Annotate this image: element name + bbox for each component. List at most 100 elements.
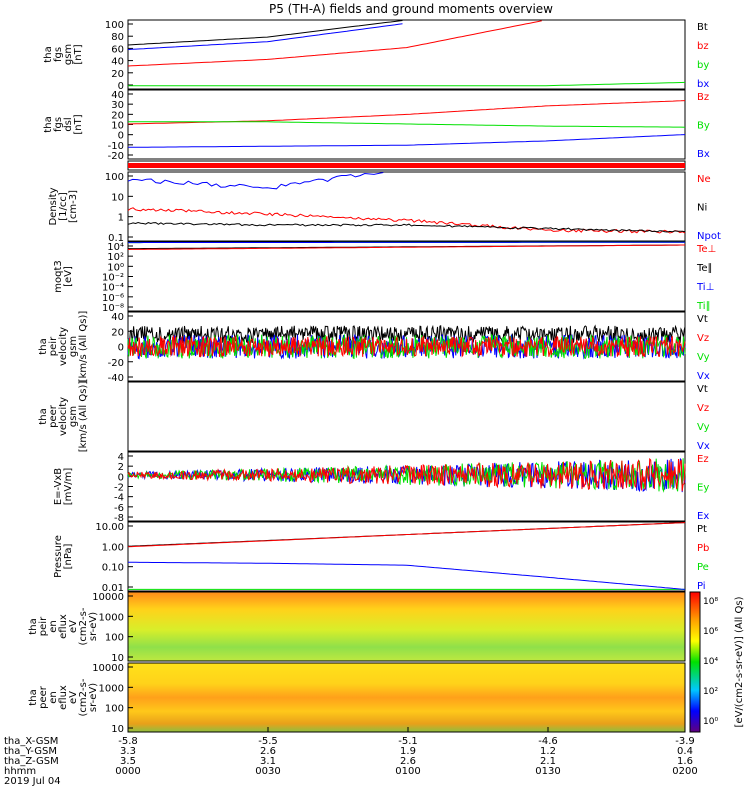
y-axis-label-line: eV <box>68 691 79 704</box>
legend-entry: Bt <box>697 22 708 33</box>
legend-entry: Vt <box>697 384 708 395</box>
y-tick-label: 2 <box>118 462 124 473</box>
panel-frame-pressure <box>127 521 686 592</box>
y-axis-label-line: dsl <box>63 117 74 131</box>
y-tick-label: -2 <box>114 483 124 494</box>
colorbar-label: [eV/(cm2-s-sr-eV)] (All Qs) <box>734 596 745 727</box>
colorbar-tick: 10⁸ <box>703 597 718 607</box>
x-tick-label: 0030 <box>255 766 280 777</box>
y-axis-label-fgs: tha fgs gsm [nT] <box>43 44 84 65</box>
y-tick-label: -6 <box>114 503 124 514</box>
y-tick-label: 10 <box>111 724 124 735</box>
legend-entry: bx <box>697 79 709 90</box>
series-Bx <box>128 134 686 148</box>
panel-frame-peer_vel <box>127 381 686 452</box>
legend-entry: Vt <box>697 314 708 325</box>
legend-entry: Ez <box>697 454 709 465</box>
legend-entry: Pt <box>697 524 707 535</box>
y-tick-label: 1000 <box>99 683 124 694</box>
y-axis-label-line: (cm2-s- <box>78 607 89 645</box>
x-tick-label: 0200 <box>672 766 697 777</box>
legend-entry: Ne <box>697 174 711 185</box>
legend-entry: Npot <box>697 231 721 242</box>
y-tick-label: 10⁻⁸ <box>102 303 124 314</box>
y-axis-label-line: tha <box>43 46 54 62</box>
y-tick-label: -4 <box>114 493 124 504</box>
x-row-label: tha_Z-GSM <box>4 756 59 767</box>
x-tick-label: -5.5 <box>258 736 278 747</box>
y-tick-label: 80 <box>111 32 124 43</box>
legend-entry: Ti⊥ <box>696 282 714 293</box>
peer-spectrogram <box>128 663 685 732</box>
y-tick-label: 0.10 <box>102 563 124 574</box>
y-tick-label: 40 <box>111 90 124 101</box>
x-tick-label: 2.6 <box>400 756 416 767</box>
y-axis-label-peir_spec: tha peir en eflux eV (cm2-s-sr-eV) <box>28 607 99 645</box>
series-Npot <box>127 172 384 190</box>
y-axis-label-line: fgs <box>53 47 64 62</box>
series-Bt <box>127 20 403 46</box>
y-axis-label-line: eflux <box>58 614 69 639</box>
y-tick-label: 100 <box>105 20 124 31</box>
x-tick-label: 0100 <box>395 766 420 777</box>
y-tick-label: 10⁰ <box>107 262 124 273</box>
y-tick-label: 0 <box>118 131 124 142</box>
y-axis-label-temp: moqt3 [eV] <box>53 260 74 293</box>
series-Vz <box>127 334 686 358</box>
legend-entry: Pi <box>697 581 706 592</box>
y-tick-label: 40 <box>111 57 124 68</box>
y-axis-label-line: tha <box>28 689 39 705</box>
legend-entry: bz <box>697 41 709 52</box>
colorbar <box>689 591 701 733</box>
y-axis-label-line: sr-eV) <box>88 612 99 641</box>
legend-entry: Ey <box>697 483 709 494</box>
x-tick-label: -4.6 <box>538 736 558 747</box>
y-axis-label-line: tha <box>38 408 49 424</box>
y-axis-label-line: peer <box>38 685 49 709</box>
series-Ez <box>127 457 686 492</box>
panel-frame-peer_spec <box>127 662 686 733</box>
y-tick-label: 10 <box>111 653 124 664</box>
x-row-label: hhmm <box>4 766 36 777</box>
x-tick-label: 0130 <box>535 766 560 777</box>
legend-entry: Vy <box>697 422 710 433</box>
y-tick-label: -10 <box>108 141 124 152</box>
y-axis-label-line: [eV] <box>63 266 74 287</box>
colorbar-tick: 10⁴ <box>703 657 718 667</box>
legend-entry: Vx <box>697 441 710 452</box>
y-axis-label-pressure: Pressure [nPa] <box>53 535 74 578</box>
y-axis-label-line: [km/s (All Qs)] <box>78 381 89 453</box>
plot-title: P5 (TH-A) fields and ground moments over… <box>269 2 553 16</box>
x-tick-label: 1.9 <box>400 746 416 757</box>
flag-bar <box>128 163 685 168</box>
y-tick-label: 10⁻² <box>102 273 124 284</box>
y-axis-label-peir_vel: tha peir velocity gsm [km/s (All Qs)] <box>38 311 89 383</box>
y-tick-label: 100 <box>105 633 124 644</box>
y-tick-label: 4 <box>118 452 124 463</box>
colorbar-tick: 10² <box>703 687 718 697</box>
y-axis-label-line: en <box>48 620 59 633</box>
y-tick-label: 20 <box>111 110 124 121</box>
y-axis-label-line: tha <box>43 116 54 132</box>
y-axis-label-line: velocity <box>58 397 69 436</box>
legend-entry: Ni <box>697 203 707 214</box>
x-tick-label: 0000 <box>115 766 140 777</box>
legend-entry: Vy <box>697 352 710 363</box>
colorbar-label-text: [eV/(cm2-s-sr-eV)] (All Qs) <box>734 596 745 727</box>
legend-entry: Te⊥ <box>696 244 716 255</box>
y-tick-label: -40 <box>108 373 124 384</box>
y-axis-label-efield: E=-VxB [mV/m] <box>53 468 74 506</box>
series-bz <box>127 20 542 67</box>
legend-entry: Ex <box>697 511 709 522</box>
y-tick-label: 10 <box>111 192 124 203</box>
y-tick-label: -8 <box>114 513 124 524</box>
series-By <box>128 121 686 128</box>
y-tick-label: 30 <box>111 100 124 111</box>
panel-frame-density <box>127 171 686 242</box>
y-axis-label-line: peir <box>48 336 59 356</box>
legend-entry: Bx <box>697 149 710 160</box>
series-Ni <box>127 221 686 233</box>
y-axis-label-line: tha <box>38 338 49 354</box>
y-axis-label-line: (cm2-s- <box>78 678 89 716</box>
x-tick-label: 3.5 <box>120 756 136 767</box>
